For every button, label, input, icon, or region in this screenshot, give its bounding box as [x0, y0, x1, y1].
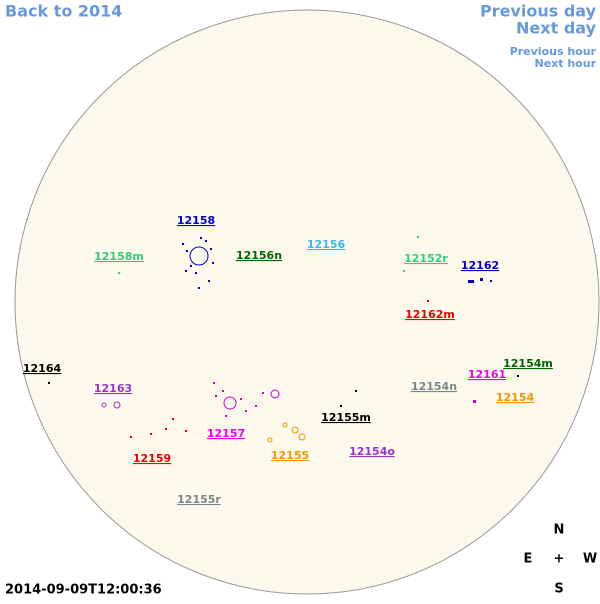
next-hour-link[interactable]: Next hour: [535, 57, 597, 70]
region-label[interactable]: 12156n: [236, 249, 282, 262]
solar-disk: [14, 9, 600, 595]
region-label[interactable]: 12154o: [349, 445, 395, 458]
compass-east: E: [524, 552, 533, 567]
region-label[interactable]: 12154m: [503, 357, 553, 370]
region-label[interactable]: 12157: [207, 427, 245, 440]
region-label[interactable]: 12154n: [411, 380, 457, 393]
region-label[interactable]: 12161: [468, 368, 506, 381]
timestamp: 2014-09-09T12:00:36: [5, 583, 162, 598]
sunspots: [48, 236, 519, 443]
region-label[interactable]: 12152r: [404, 252, 448, 265]
next-day-link[interactable]: Next day: [516, 19, 597, 38]
region-label[interactable]: 12154: [496, 391, 535, 404]
region-label[interactable]: 12156: [307, 238, 346, 251]
region-label[interactable]: 12164: [23, 362, 62, 375]
compass-north: N: [554, 523, 565, 538]
region-label[interactable]: 12158m: [94, 250, 144, 263]
region-label[interactable]: 12155m: [321, 411, 371, 424]
region-label[interactable]: 12159: [133, 452, 171, 465]
region-label[interactable]: 12155r: [177, 493, 221, 506]
compass-south: S: [554, 582, 563, 597]
region-label[interactable]: 12158: [177, 214, 215, 227]
region-label[interactable]: 12163: [94, 382, 132, 395]
region-label[interactable]: 12162: [461, 259, 499, 272]
region-label[interactable]: 12155: [271, 449, 309, 462]
compass-center: +: [554, 552, 565, 567]
previous-hour-link[interactable]: Previous hour: [510, 45, 597, 58]
previous-day-link[interactable]: Previous day: [480, 2, 597, 21]
compass-west: W: [583, 552, 597, 567]
back-link[interactable]: Back to 2014: [5, 2, 122, 21]
region-label[interactable]: 12162m: [405, 308, 455, 321]
